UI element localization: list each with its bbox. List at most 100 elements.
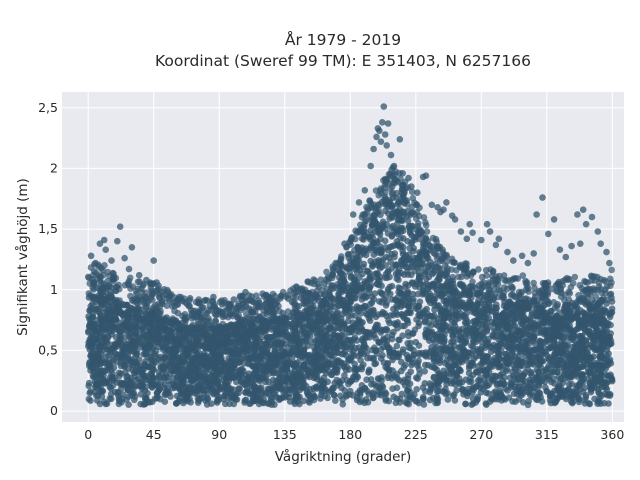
data-point (388, 243, 396, 250)
data-point (264, 342, 272, 350)
data-point (522, 388, 529, 395)
data-point (563, 345, 570, 353)
data-point (346, 391, 353, 398)
data-point (237, 378, 245, 386)
data-point (366, 236, 374, 243)
data-point (202, 373, 209, 381)
data-point (452, 370, 460, 377)
data-point (488, 396, 496, 403)
data-point (363, 349, 371, 357)
data-point (119, 395, 126, 403)
data-point (416, 298, 424, 306)
data-point (223, 380, 231, 388)
data-point (135, 337, 142, 345)
data-point (554, 314, 561, 322)
data-point (329, 386, 336, 393)
data-point (173, 399, 181, 407)
data-point (428, 328, 436, 336)
data-point (417, 264, 425, 272)
data-point (498, 397, 505, 404)
data-point (325, 368, 333, 375)
data-point (170, 367, 177, 375)
data-point (333, 332, 341, 339)
data-point (379, 352, 386, 359)
data-point (434, 396, 442, 403)
data-point (97, 300, 105, 307)
data-point (180, 341, 187, 349)
data-point (476, 327, 484, 334)
data-point (124, 354, 132, 362)
data-point (434, 302, 441, 310)
data-point (310, 385, 317, 392)
data-point (608, 305, 616, 313)
data-point (402, 280, 409, 288)
data-point (329, 311, 336, 318)
data-point (555, 394, 563, 401)
data-point (332, 318, 340, 326)
data-point (410, 244, 418, 252)
data-point (575, 395, 583, 403)
data-point (604, 320, 612, 327)
data-point (568, 380, 576, 388)
data-point (362, 294, 370, 301)
data-point (106, 328, 114, 335)
data-point (526, 358, 533, 366)
data-point (357, 347, 365, 355)
data-point (176, 359, 184, 367)
data-point (311, 393, 318, 401)
data-point (541, 372, 548, 379)
data-point (528, 309, 536, 317)
data-point (563, 322, 570, 329)
data-point (116, 302, 124, 310)
data-point (594, 398, 602, 406)
data-point (455, 314, 463, 322)
data-point (245, 370, 253, 378)
data-point (362, 245, 370, 252)
data-point (347, 354, 355, 361)
data-point (475, 381, 483, 389)
data-point (87, 388, 94, 395)
data-point (153, 389, 161, 397)
data-point (395, 276, 402, 284)
data-point (471, 326, 478, 334)
data-point (450, 391, 458, 398)
data-point (404, 371, 412, 379)
data-point (443, 377, 450, 384)
data-point (305, 354, 313, 361)
data-point (170, 380, 177, 388)
data-point (500, 321, 507, 329)
data-point (107, 359, 114, 367)
data-point (555, 361, 563, 369)
data-point (449, 361, 457, 369)
data-point (344, 294, 352, 302)
data-point (418, 250, 425, 258)
data-point (399, 346, 407, 353)
data-point (406, 264, 413, 271)
data-point (145, 324, 153, 331)
data-point (313, 319, 320, 326)
data-point (602, 309, 610, 316)
data-point (431, 292, 439, 300)
data-point (307, 338, 315, 346)
data-point (572, 365, 579, 373)
data-point (432, 345, 439, 352)
data-point (405, 400, 412, 408)
data-points (84, 103, 616, 409)
data-point (395, 227, 402, 235)
data-point (419, 384, 427, 391)
data-point (363, 376, 370, 384)
data-point (307, 328, 315, 336)
data-point (524, 401, 532, 409)
data-point (415, 322, 422, 330)
data-point (216, 368, 224, 376)
data-point (434, 330, 442, 338)
data-point (283, 367, 291, 375)
data-point (538, 347, 545, 354)
data-point (366, 334, 373, 341)
data-point (368, 381, 375, 388)
data-point (378, 290, 386, 298)
data-point (339, 310, 346, 318)
data-point (535, 382, 543, 390)
data-point (377, 346, 385, 353)
data-point (351, 277, 359, 285)
